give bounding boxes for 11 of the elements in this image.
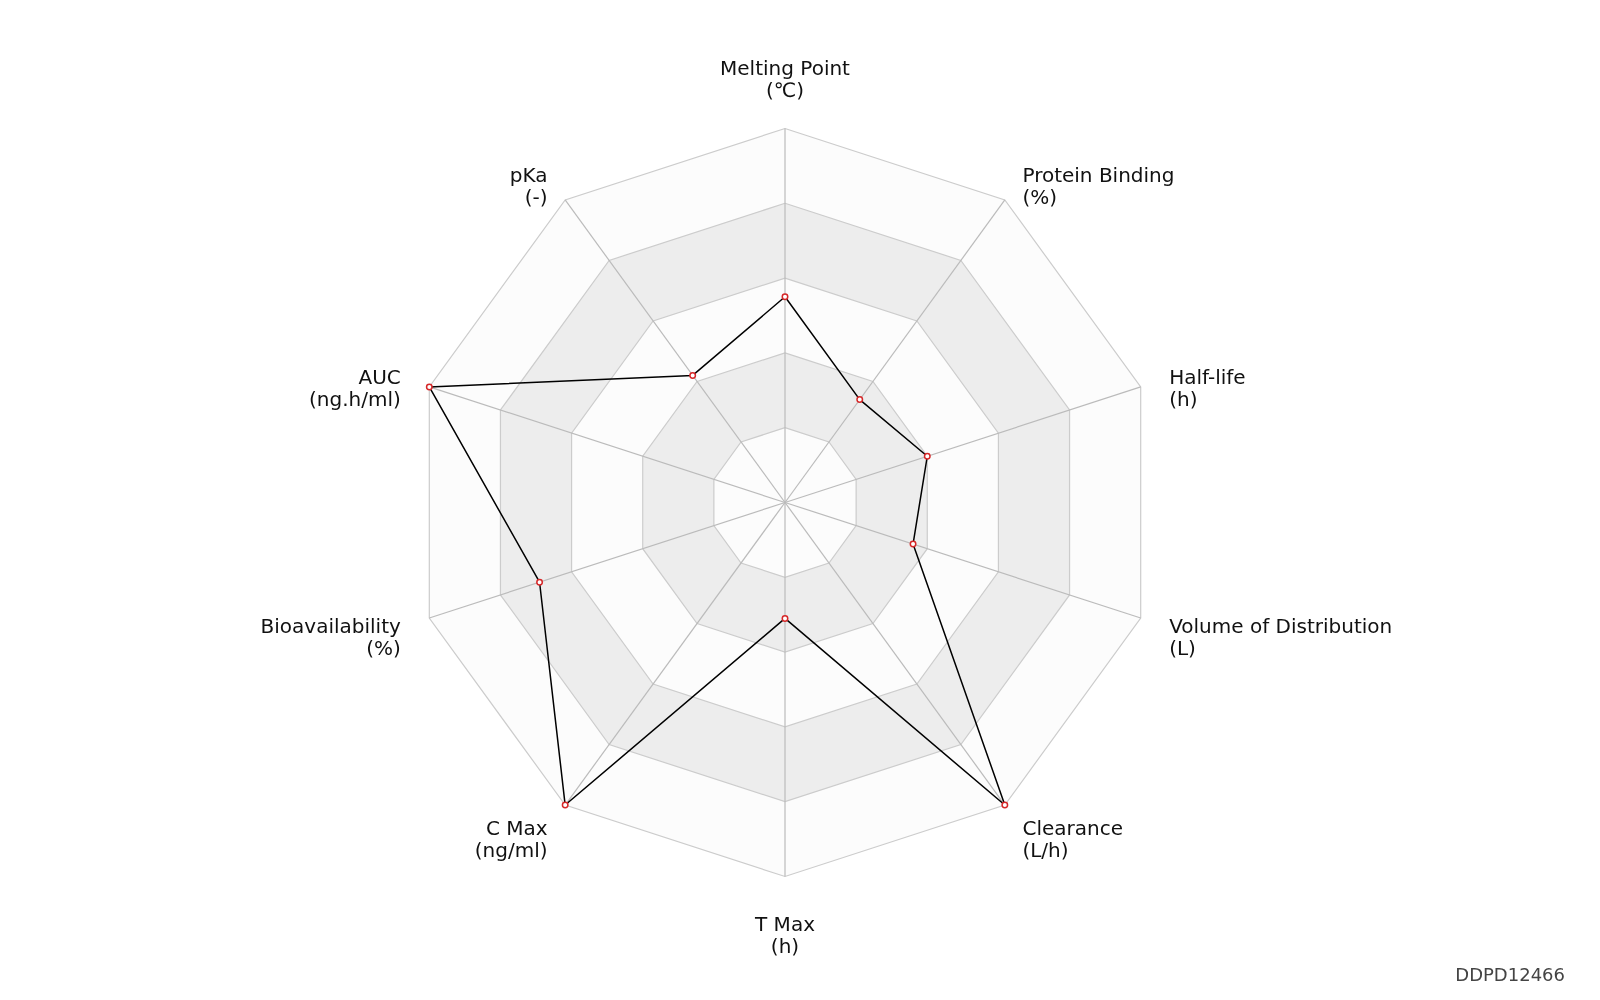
spoke-label: Half-life (h) bbox=[1169, 364, 1246, 411]
spoke-label: Volume of Distribution (L) bbox=[1169, 614, 1393, 661]
spoke-label: Protein Binding (%) bbox=[1022, 162, 1175, 209]
spoke-label: Bioavailability (%) bbox=[260, 614, 402, 661]
spoke-label: AUC (ng.h/ml) bbox=[309, 364, 401, 411]
text: DDPD12466 bbox=[1455, 964, 1565, 985]
spoke-label: Clearance (L/h) bbox=[1022, 816, 1123, 863]
spoke-label: Melting Point (℃) bbox=[720, 55, 851, 102]
spoke-label: C Max (ng/ml) bbox=[474, 816, 548, 863]
spoke-label: pKa (-) bbox=[509, 162, 548, 209]
spoke-label: T Max (h) bbox=[754, 912, 816, 959]
